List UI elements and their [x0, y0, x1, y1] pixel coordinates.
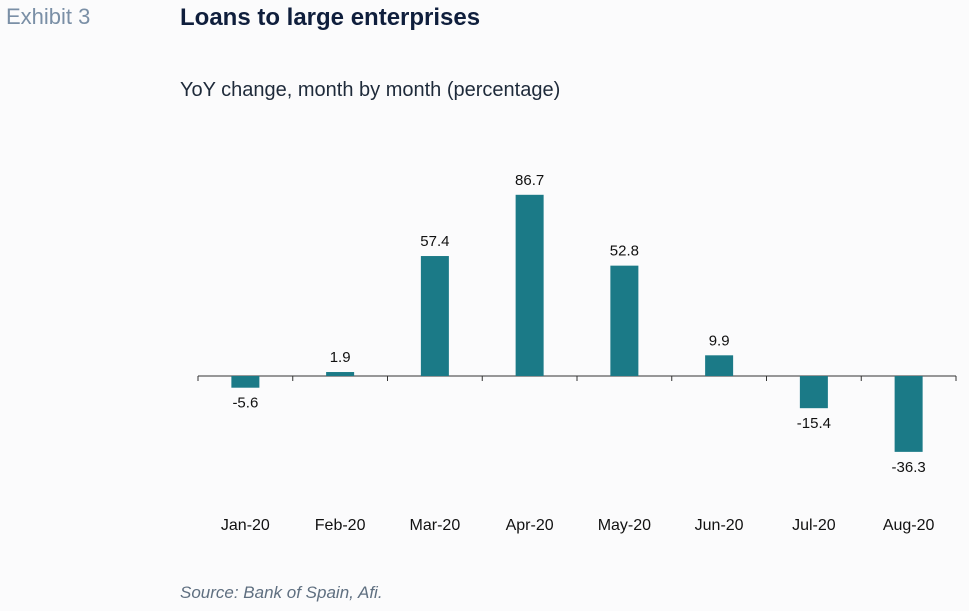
x-tick-label: Mar-20: [410, 517, 461, 534]
data-label: -36.3: [892, 459, 926, 476]
data-label: -5.6: [232, 395, 258, 412]
data-label: 86.7: [515, 172, 544, 189]
bar-Mar-20: [420, 256, 449, 376]
exhibit-number: Exhibit 3: [6, 4, 91, 29]
bar-Jun-20: [705, 355, 734, 376]
x-tick-label: Jun-20: [695, 517, 744, 534]
chart-title: Loans to large enterprises: [180, 4, 481, 31]
data-label: -15.4: [797, 415, 831, 432]
source-note: Source: Bank of Spain, Afi.: [180, 583, 383, 602]
x-tick-label: Aug-20: [883, 517, 935, 534]
x-tick-label: Jan-20: [221, 517, 270, 534]
data-label: 1.9: [330, 349, 351, 366]
bar-Jul-20: [799, 376, 828, 409]
x-tick-label: Feb-20: [315, 517, 366, 534]
bar-Feb-20: [326, 372, 355, 376]
bar-Jan-20: [231, 376, 260, 388]
x-tick-label: Apr-20: [506, 517, 554, 534]
data-label: 57.4: [420, 233, 449, 250]
x-tick-label: May-20: [598, 517, 651, 534]
bar-Aug-20: [894, 376, 923, 452]
data-label: 52.8: [610, 243, 639, 260]
data-label: 9.9: [709, 332, 730, 349]
bar-Apr-20: [515, 194, 544, 376]
bar-May-20: [610, 265, 639, 376]
chart-subtitle: YoY change, month by month (percentage): [180, 79, 561, 101]
x-tick-label: Jul-20: [792, 517, 836, 534]
